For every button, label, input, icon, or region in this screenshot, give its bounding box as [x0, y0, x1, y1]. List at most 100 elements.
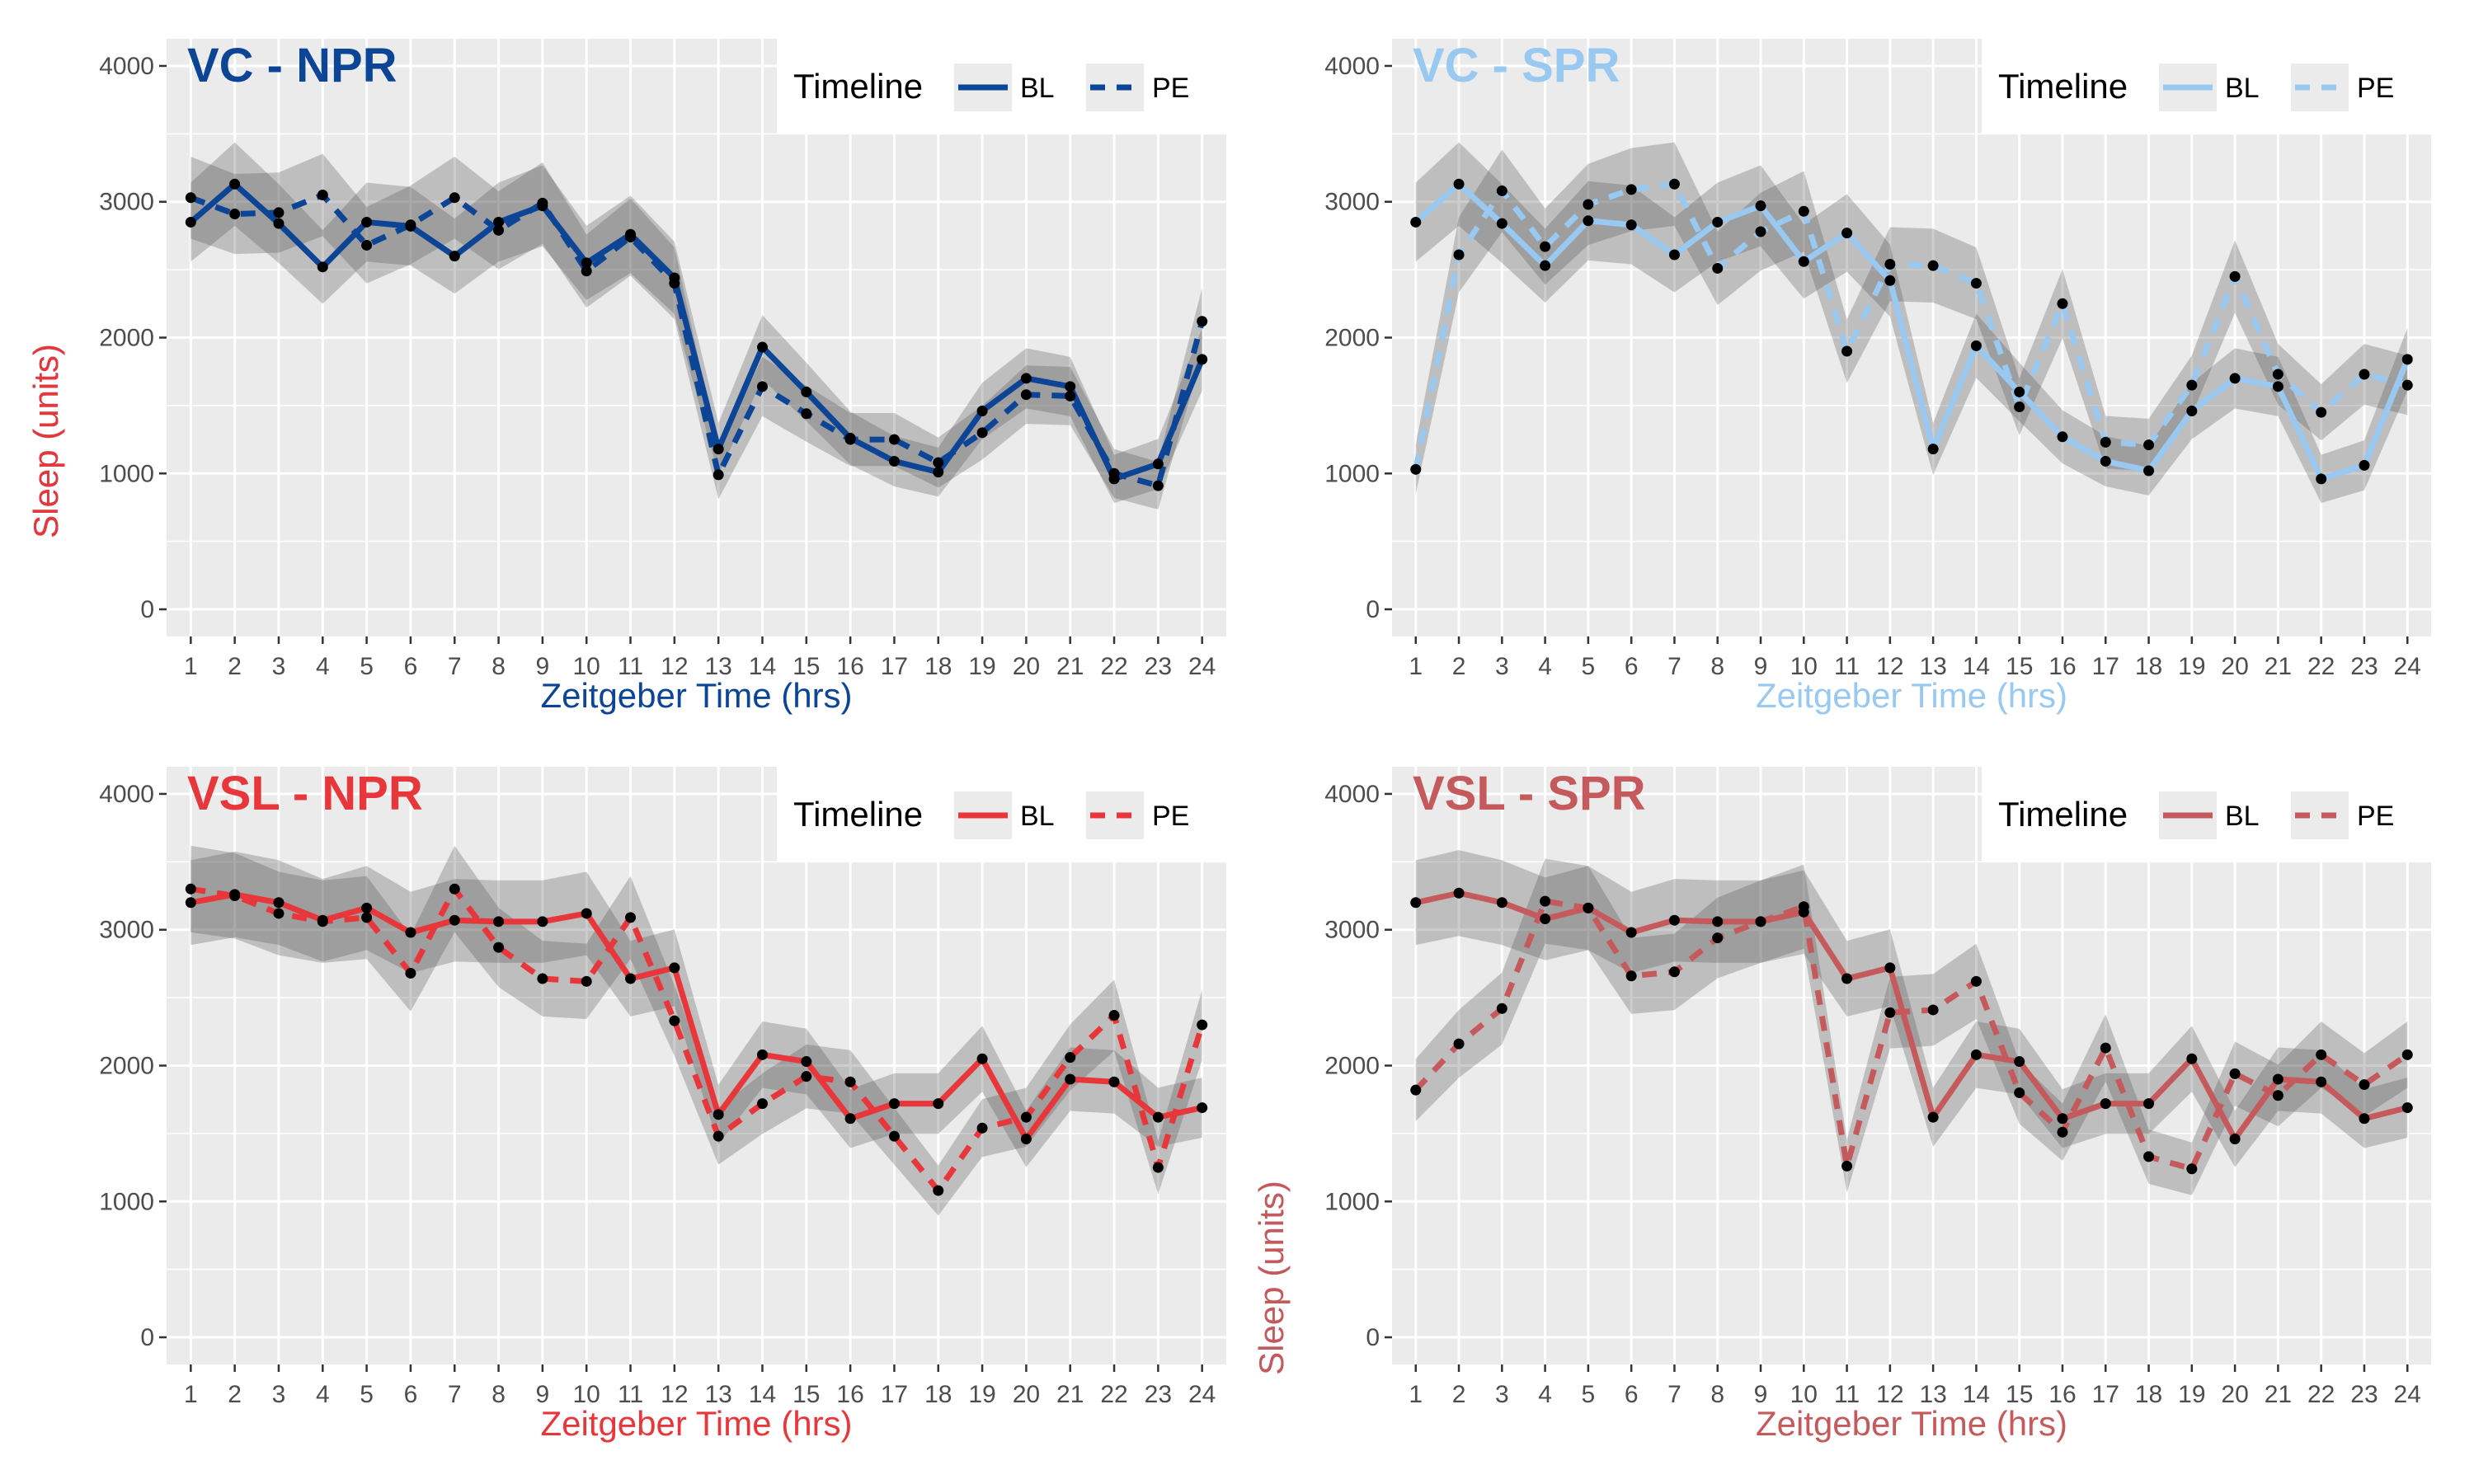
data-point-BL [2359, 459, 2370, 471]
data-point-PE [976, 1122, 988, 1134]
confidence-band-BL [1415, 142, 2408, 504]
x-tick-label: 3 [1495, 1381, 1509, 1408]
data-point-PE [1020, 389, 1032, 401]
data-point-BL [669, 962, 680, 974]
x-tick-label: 21 [1056, 653, 1084, 680]
x-tick-label: 15 [793, 653, 820, 680]
data-point-BL [1540, 913, 1551, 925]
data-point-BL [1884, 962, 1896, 974]
data-point-BL [1668, 914, 1680, 926]
x-tick-label: 13 [704, 653, 731, 680]
x-axis-title: Zeitgeber Time (hrs) [1756, 1404, 2067, 1443]
confidence-band-BL [190, 142, 1202, 504]
y-tick-label: 3000 [99, 189, 154, 216]
data-point-PE [1496, 1003, 1507, 1014]
panel-title: VC - NPR [187, 39, 397, 92]
data-point-PE [1197, 1019, 1208, 1031]
data-point-PE [2229, 270, 2241, 282]
data-point-PE [185, 192, 196, 204]
x-tick-label: 17 [881, 1381, 908, 1408]
x-axis-title: Zeitgeber Time (hrs) [1756, 676, 2067, 715]
data-point-BL [273, 897, 285, 909]
legend-title: Timeline [793, 67, 923, 106]
x-tick-label: 9 [1754, 1381, 1768, 1408]
data-point-BL [801, 1056, 812, 1068]
x-tick-label: 19 [968, 653, 995, 680]
data-point-BL [1065, 381, 1076, 392]
data-point-PE [844, 1076, 856, 1087]
data-point-PE [756, 381, 768, 392]
y-tick-label: 2000 [1324, 1053, 1380, 1080]
data-point-BL [1755, 200, 1766, 212]
data-point-PE [801, 1071, 812, 1082]
data-point-BL [1496, 897, 1507, 909]
x-tick-label: 4 [316, 653, 330, 680]
data-point-BL [2100, 455, 2111, 467]
data-point-BL [2401, 354, 2413, 365]
x-tick-label: 10 [573, 653, 600, 680]
data-point-BL [888, 1098, 900, 1110]
series-line-PE [190, 191, 1206, 489]
x-tick-label: 12 [661, 1381, 688, 1408]
x-tick-label: 13 [1919, 653, 1946, 680]
x-tick-label: 20 [2221, 653, 2248, 680]
data-point-BL [2186, 1053, 2198, 1064]
y-tick-label: 0 [1366, 596, 1380, 623]
y-tick-label: 1000 [99, 460, 154, 487]
data-point-PE [1798, 205, 1809, 217]
data-point-BL [2359, 1113, 2370, 1125]
legend-label-PE: PE [2357, 801, 2394, 832]
data-point-PE [625, 232, 637, 243]
y-tick-label: 0 [1366, 1324, 1380, 1351]
data-point-BL [2014, 1056, 2025, 1068]
data-point-PE [2401, 379, 2413, 391]
data-point-PE [1065, 390, 1076, 402]
x-tick-label: 18 [924, 653, 952, 680]
data-point-PE [273, 207, 285, 218]
data-point-PE [317, 916, 328, 928]
x-tick-label: 11 [1834, 653, 1860, 680]
data-point-PE [1625, 184, 1637, 195]
data-point-PE [581, 975, 592, 987]
x-tick-label: 19 [2178, 653, 2205, 680]
data-point-PE [2100, 1042, 2111, 1054]
x-tick-label: 15 [2006, 1381, 2033, 1408]
x-tick-label: 23 [2350, 653, 2378, 680]
legend-label-PE: PE [1152, 801, 1189, 832]
data-point-PE [1755, 226, 1766, 237]
confidence-band-PE [190, 153, 1202, 510]
data-point-PE [756, 1098, 768, 1110]
y-tick-label: 3000 [1324, 189, 1380, 216]
x-tick-label: 15 [793, 1381, 820, 1408]
data-point-BL [273, 218, 285, 229]
data-point-BL [1841, 228, 1853, 239]
data-point-BL [844, 1113, 856, 1125]
x-tick-label: 4 [1538, 653, 1552, 680]
data-point-PE [2014, 1087, 2025, 1098]
x-tick-label: 3 [272, 1381, 286, 1408]
data-point-BL [1197, 354, 1208, 365]
data-point-BL [1927, 1111, 1939, 1123]
data-point-PE [1108, 1010, 1120, 1021]
data-point-BL [1410, 216, 1422, 228]
data-point-PE [1927, 1004, 1939, 1016]
data-point-PE [2359, 1079, 2370, 1091]
x-tick-label: 22 [2307, 653, 2335, 680]
data-point-PE [2401, 1049, 2413, 1060]
y-axis-title: Sleep (units) [1252, 1181, 1291, 1375]
data-point-BL [2057, 431, 2068, 443]
x-tick-label: 14 [749, 653, 776, 680]
data-point-PE [2272, 1090, 2284, 1101]
data-point-PE [1927, 260, 1939, 271]
data-point-BL [449, 914, 460, 926]
data-point-BL [2272, 1073, 2284, 1085]
data-point-PE [1668, 966, 1680, 978]
x-tick-label: 4 [316, 1381, 330, 1408]
x-tick-label: 5 [360, 1381, 374, 1408]
series-line-PE [1413, 181, 2409, 471]
x-tick-label: 12 [661, 653, 688, 680]
y-tick-label: 1000 [1324, 460, 1380, 487]
panel-title: VC - SPR [1413, 39, 1620, 92]
data-point-PE [1884, 259, 1896, 270]
data-point-PE [1540, 895, 1551, 907]
